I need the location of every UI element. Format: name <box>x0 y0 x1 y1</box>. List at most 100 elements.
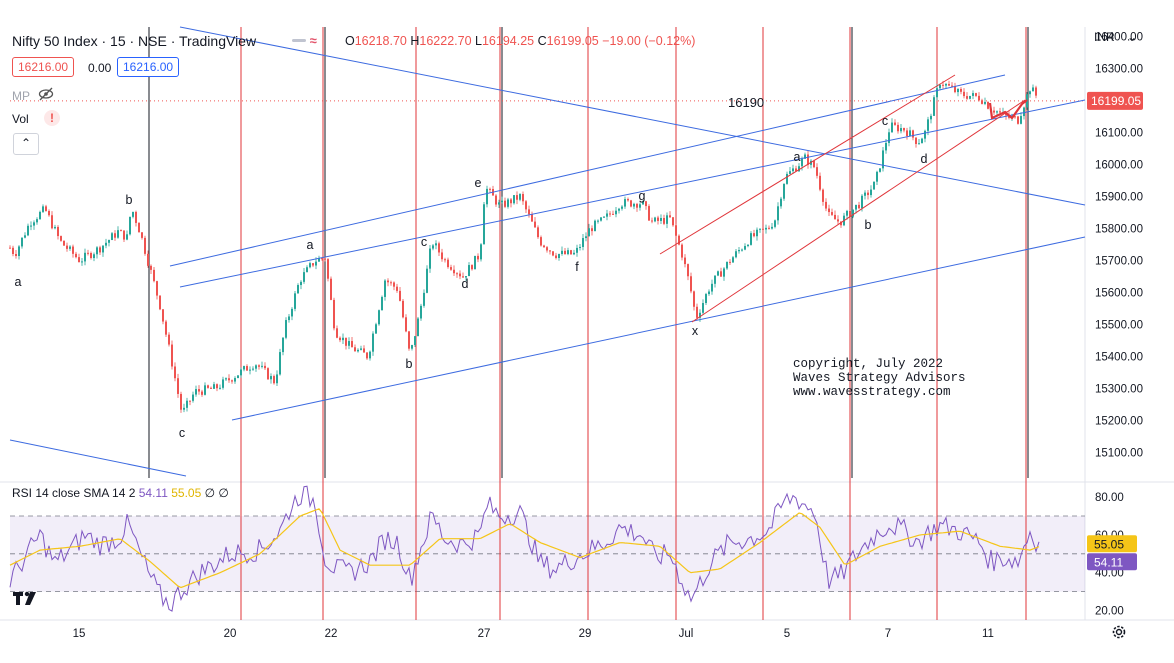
candle-body <box>51 215 53 229</box>
candle-body <box>60 236 62 241</box>
candle-body <box>768 227 770 229</box>
candle-body <box>561 250 563 254</box>
candle-body <box>348 341 350 346</box>
candle-body <box>654 217 656 222</box>
candle-body <box>165 321 167 335</box>
candle-body <box>660 217 662 221</box>
candle-body <box>42 206 44 212</box>
candle-body <box>222 379 224 388</box>
candle-body <box>1017 116 1019 124</box>
candle-body <box>858 204 860 209</box>
close-label: C <box>537 34 547 48</box>
candle-body <box>330 278 332 300</box>
candle-body <box>570 250 572 255</box>
candle-body <box>381 296 383 311</box>
candle-body <box>486 188 488 205</box>
candle-body <box>447 259 449 268</box>
warning-icon[interactable]: ! <box>44 110 60 126</box>
time-axis-tick: 27 <box>478 628 491 640</box>
wave-label: f <box>575 260 579 274</box>
candle-body <box>846 210 848 216</box>
high-value: 16222.70 <box>419 34 472 48</box>
candle-body <box>828 208 830 213</box>
candle-body <box>45 206 47 212</box>
chevron-down-icon[interactable]: ⌄ <box>1127 30 1138 44</box>
candle-body <box>564 250 566 255</box>
candle-body <box>639 204 641 208</box>
candle-body <box>813 160 815 168</box>
candle-body <box>468 265 470 277</box>
candle-body <box>36 219 38 223</box>
candle-body <box>909 130 911 137</box>
candle-body <box>87 252 89 254</box>
candle-body <box>645 201 647 207</box>
settings-gear-icon[interactable] <box>1110 623 1128 641</box>
candle-body <box>237 375 239 379</box>
candle-body <box>363 348 365 353</box>
candle-body <box>195 389 197 395</box>
wave-label: a <box>794 150 801 164</box>
candle-body <box>699 312 701 318</box>
copyright-line: copyright, July 2022 <box>793 357 944 371</box>
candle-body <box>411 345 413 349</box>
candle-body <box>15 253 17 257</box>
candle-body <box>720 271 722 277</box>
last-price-label: 16199.05 <box>1091 94 1141 108</box>
candle-body <box>240 369 242 376</box>
low-value: 16194.25 <box>481 34 535 48</box>
candle-body <box>168 334 170 345</box>
candle-body <box>528 209 530 215</box>
candle-body <box>600 217 602 221</box>
wave-label: d <box>921 152 928 166</box>
candle-body <box>24 235 26 238</box>
time-axis-tick: 20 <box>224 628 237 640</box>
candle-body <box>147 253 149 266</box>
candle-body <box>27 225 29 236</box>
company-line: Waves Strategy Advisors <box>793 371 966 385</box>
candle-body <box>306 267 308 273</box>
collapse-legend-button[interactable]: ⌃ <box>13 133 39 155</box>
candle-body <box>786 173 788 184</box>
eye-off-icon[interactable] <box>38 86 54 102</box>
candle-body <box>33 222 35 226</box>
candle-body <box>111 233 113 241</box>
price-axis-tick: 15100.00 <box>1095 447 1143 459</box>
candle-body <box>9 247 11 249</box>
candle-body <box>510 199 512 204</box>
candle-body <box>981 100 983 104</box>
candle-body <box>441 252 443 260</box>
candle-body <box>93 254 95 259</box>
candle-body <box>933 97 935 116</box>
candle-body <box>108 240 110 243</box>
sell-price-button[interactable]: 16216.00 <box>12 57 75 77</box>
candle-body <box>39 211 41 220</box>
buy-price-button[interactable]: 16216.00 <box>117 57 180 77</box>
candle-body <box>906 130 908 137</box>
candle-body <box>855 204 857 210</box>
candle-body <box>459 273 461 277</box>
candle-body <box>687 264 689 277</box>
projection-path <box>988 99 1028 120</box>
candle-body <box>651 220 653 222</box>
rsi-sma-badge-label: 55.05 <box>1094 537 1124 551</box>
candle-body <box>387 280 389 283</box>
candle-body <box>462 276 464 278</box>
candle-body <box>171 344 173 367</box>
candle-body <box>78 257 80 263</box>
candle-body <box>225 378 227 380</box>
candle-body <box>351 341 353 348</box>
currency-selector[interactable]: INR <box>1094 30 1115 44</box>
candle-body <box>756 229 758 237</box>
candle-body <box>663 217 665 224</box>
candle-body <box>894 122 896 125</box>
candle-body <box>99 247 101 253</box>
price-axis-tick: 15200.00 <box>1095 415 1143 427</box>
candle-body <box>555 255 557 258</box>
low-label: L <box>475 34 482 48</box>
approx-icon: ≈ <box>309 33 317 49</box>
candle-body <box>324 258 326 260</box>
candle-body <box>450 267 452 270</box>
candle-body <box>426 268 428 293</box>
candle-body <box>960 88 962 92</box>
